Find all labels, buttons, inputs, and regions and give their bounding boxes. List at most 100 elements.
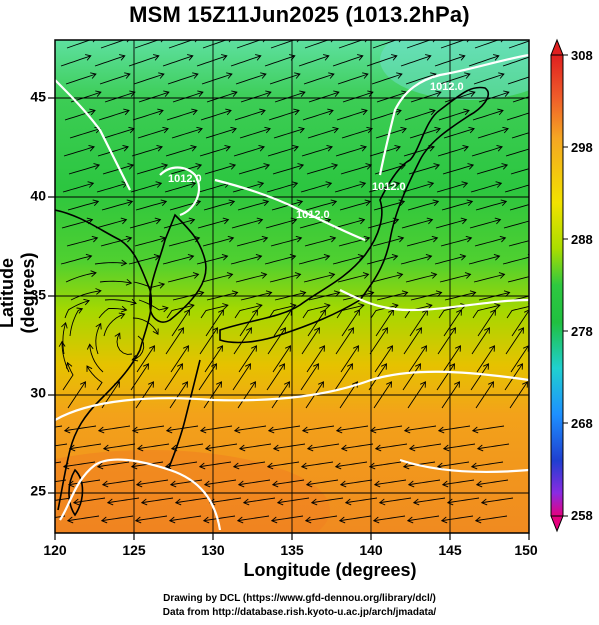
- streamline: [438, 425, 471, 432]
- colorbar-tick-label: 298: [571, 140, 593, 155]
- streamline-arrowhead: [258, 144, 265, 152]
- streamline-arrowhead: [66, 516, 74, 524]
- streamline-arrowhead: [130, 298, 137, 306]
- streamline-arrowhead: [62, 462, 70, 470]
- streamline-arrowhead: [67, 480, 75, 488]
- streamline-arrowhead: [131, 355, 139, 362]
- streamline: [337, 273, 369, 283]
- streamline-arrowhead: [334, 462, 342, 470]
- streamline-arrowhead: [165, 426, 173, 434]
- streamline: [507, 76, 529, 85]
- colorbar-tick-label: 258: [571, 508, 593, 523]
- contour-label: 1012.0: [168, 173, 202, 185]
- streamline: [471, 327, 490, 355]
- cool-region: [380, 40, 529, 100]
- streamline: [135, 200, 167, 211]
- streamline: [401, 219, 433, 229]
- streamline-arrowhead: [203, 480, 211, 488]
- streamline: [137, 443, 170, 450]
- streamline: [336, 304, 365, 319]
- streamline: [171, 128, 203, 139]
- streamline-arrowhead: [455, 345, 461, 352]
- streamline: [371, 273, 403, 283]
- streamline: [311, 497, 344, 504]
- streamline-arrowhead: [92, 199, 100, 207]
- streamline: [471, 146, 503, 157]
- streamline-arrowhead: [469, 90, 476, 97]
- streamline-arrowhead: [88, 144, 95, 152]
- streamline-arrowhead: [211, 363, 217, 370]
- streamline-arrowhead: [294, 72, 301, 79]
- streamline-arrowhead: [130, 462, 138, 470]
- streamline: [209, 497, 242, 504]
- x-tick-label: 125: [122, 542, 146, 558]
- japan-coast: [219, 86, 490, 344]
- streamline-arrowhead: [498, 72, 505, 79]
- streamline: [134, 40, 160, 49]
- y-tick-label: 25: [30, 483, 46, 499]
- streamline: [136, 479, 169, 486]
- streamline: [345, 497, 378, 504]
- streamline-arrowhead: [285, 345, 291, 352]
- streamline-arrowhead: [126, 199, 134, 207]
- streamline: [203, 381, 222, 409]
- streamline: [234, 109, 266, 121]
- streamline-arrowhead: [260, 72, 267, 79]
- isobar-line: [399, 458, 529, 474]
- streamline: [166, 304, 195, 319]
- streamline-arrowhead: [118, 312, 126, 319]
- streamline-arrowhead: [471, 426, 479, 434]
- streamline-arrowhead: [392, 303, 399, 310]
- streamline: [444, 91, 476, 103]
- streamline-arrowhead: [232, 462, 240, 470]
- streamline-arrowhead: [122, 144, 129, 152]
- streamline: [404, 109, 436, 121]
- streamline: [60, 55, 91, 67]
- streamline-arrowhead: [272, 444, 280, 452]
- colorbar-tick-label: 278: [571, 324, 593, 339]
- streamline: [234, 425, 267, 432]
- streamline-arrowhead: [320, 309, 326, 316]
- streamline: [268, 425, 301, 432]
- streamline: [403, 327, 422, 355]
- streamline-arrowhead: [85, 54, 92, 61]
- x-tick-label: 130: [201, 542, 225, 558]
- streamline: [298, 255, 330, 265]
- streamline-arrowhead: [469, 290, 477, 297]
- streamline: [269, 273, 301, 283]
- streamline-arrowhead: [347, 363, 353, 370]
- streamline: [375, 443, 408, 450]
- streamline-arrowhead: [374, 444, 382, 452]
- streamline-arrowhead: [503, 290, 511, 297]
- streamline: [135, 381, 154, 409]
- streamline-arrowhead: [372, 516, 380, 524]
- streamline: [134, 237, 166, 247]
- streamline-arrowhead: [537, 91, 543, 97]
- streamline: [403, 146, 435, 157]
- streamline: [130, 363, 149, 391]
- streamline-arrowhead: [484, 327, 490, 334]
- streamline-arrowhead: [152, 328, 159, 336]
- streamline-arrowhead: [197, 290, 205, 297]
- streamline-arrowhead: [125, 235, 133, 243]
- streamline: [475, 515, 508, 522]
- streamline: [470, 363, 489, 391]
- streamline: [69, 443, 102, 450]
- isobar-line: [378, 53, 529, 176]
- streamline-arrowhead: [255, 253, 263, 261]
- streamline: [170, 479, 203, 486]
- streamline-arrowhead: [221, 54, 228, 61]
- streamline-arrowhead: [106, 498, 114, 506]
- streamline: [66, 237, 98, 247]
- streamline: [63, 146, 95, 157]
- streamline: [162, 255, 194, 265]
- streamline: [129, 219, 161, 229]
- streamline: [472, 109, 504, 121]
- streamline: [166, 425, 199, 432]
- streamline-arrowhead: [95, 322, 102, 330]
- streamline-arrowhead: [391, 54, 398, 61]
- streamline: [478, 91, 510, 103]
- streamline-arrowhead: [326, 144, 333, 152]
- ryukyu-chain: [167, 359, 201, 471]
- streamline-arrowhead: [396, 272, 404, 279]
